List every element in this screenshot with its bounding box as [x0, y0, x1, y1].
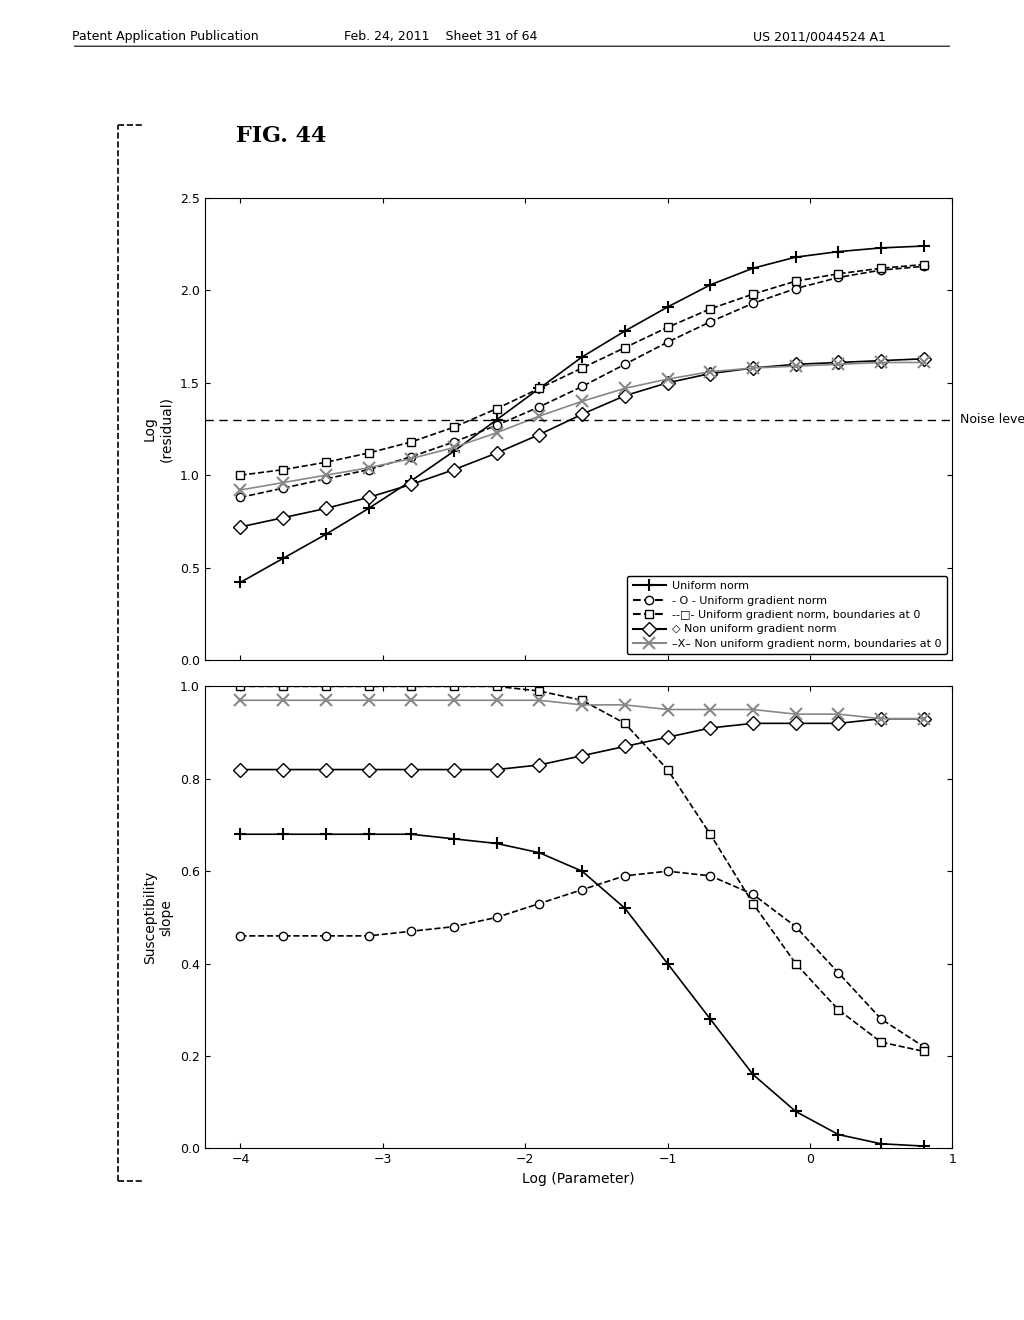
◇ Non uniform gradient norm [276, 510, 289, 525]
Line: --□- Uniform gradient norm, boundaries at 0: --□- Uniform gradient norm, boundaries a… [237, 260, 928, 479]
◇ Non uniform gradient norm [662, 375, 674, 391]
Uniform norm [406, 473, 418, 488]
Line: ◇ Non uniform gradient norm: ◇ Non uniform gradient norm [236, 354, 929, 532]
◇ Non uniform gradient norm [234, 519, 247, 535]
Uniform norm [618, 323, 631, 339]
–X– Non uniform gradient norm, boundaries at 0 [833, 356, 845, 372]
- O - Uniform gradient norm [874, 263, 887, 279]
- O - Uniform gradient norm [406, 449, 418, 465]
Text: Noise level: Noise level [959, 413, 1024, 426]
- O - Uniform gradient norm [575, 379, 588, 395]
◇ Non uniform gradient norm [447, 462, 460, 478]
Uniform norm [662, 300, 674, 315]
Uniform norm [319, 527, 332, 543]
--□- Uniform gradient norm, boundaries at 0 [874, 260, 887, 276]
- O - Uniform gradient norm [447, 434, 460, 450]
Legend: Uniform norm, - O - Uniform gradient norm, --□- Uniform gradient norm, boundarie: Uniform norm, - O - Uniform gradient nor… [628, 576, 947, 655]
–X– Non uniform gradient norm, boundaries at 0 [575, 393, 588, 409]
- O - Uniform gradient norm [705, 314, 717, 330]
- O - Uniform gradient norm [662, 334, 674, 350]
- O - Uniform gradient norm [362, 462, 375, 478]
- O - Uniform gradient norm [490, 417, 503, 433]
--□- Uniform gradient norm, boundaries at 0 [447, 420, 460, 436]
--□- Uniform gradient norm, boundaries at 0 [618, 339, 631, 355]
–X– Non uniform gradient norm, boundaries at 0 [234, 482, 247, 498]
X-axis label: Log (Parameter): Log (Parameter) [522, 1172, 635, 1185]
–X– Non uniform gradient norm, boundaries at 0 [276, 475, 289, 491]
Text: Patent Application Publication: Patent Application Publication [72, 30, 258, 44]
Text: FIG. 44: FIG. 44 [236, 125, 326, 148]
--□- Uniform gradient norm, boundaries at 0 [833, 265, 845, 281]
◇ Non uniform gradient norm [319, 500, 332, 516]
--□- Uniform gradient norm, boundaries at 0 [276, 462, 289, 478]
- O - Uniform gradient norm [790, 281, 802, 297]
--□- Uniform gradient norm, boundaries at 0 [790, 273, 802, 289]
- O - Uniform gradient norm [534, 399, 546, 414]
Y-axis label: Susceptibility
slope: Susceptibility slope [142, 871, 173, 964]
Y-axis label: Log
(residual): Log (residual) [142, 396, 173, 462]
Uniform norm [746, 260, 759, 276]
Uniform norm [276, 550, 289, 566]
◇ Non uniform gradient norm [490, 445, 503, 461]
Line: –X– Non uniform gradient norm, boundaries at 0: –X– Non uniform gradient norm, boundarie… [234, 356, 930, 495]
--□- Uniform gradient norm, boundaries at 0 [319, 454, 332, 470]
- O - Uniform gradient norm [234, 490, 247, 506]
--□- Uniform gradient norm, boundaries at 0 [705, 301, 717, 317]
–X– Non uniform gradient norm, boundaries at 0 [918, 355, 930, 371]
--□- Uniform gradient norm, boundaries at 0 [918, 256, 930, 272]
Uniform norm [447, 444, 460, 459]
--□- Uniform gradient norm, boundaries at 0 [662, 319, 674, 335]
--□- Uniform gradient norm, boundaries at 0 [490, 401, 503, 417]
- O - Uniform gradient norm [918, 259, 930, 275]
◇ Non uniform gradient norm [618, 388, 631, 404]
- O - Uniform gradient norm [746, 296, 759, 312]
◇ Non uniform gradient norm [833, 355, 845, 371]
Uniform norm [234, 574, 247, 590]
–X– Non uniform gradient norm, boundaries at 0 [319, 467, 332, 483]
- O - Uniform gradient norm [618, 356, 631, 372]
–X– Non uniform gradient norm, boundaries at 0 [447, 440, 460, 455]
–X– Non uniform gradient norm, boundaries at 0 [874, 355, 887, 371]
--□- Uniform gradient norm, boundaries at 0 [534, 380, 546, 396]
–X– Non uniform gradient norm, boundaries at 0 [362, 459, 375, 475]
- O - Uniform gradient norm [833, 269, 845, 285]
Text: Feb. 24, 2011    Sheet 31 of 64: Feb. 24, 2011 Sheet 31 of 64 [344, 30, 537, 44]
--□- Uniform gradient norm, boundaries at 0 [234, 467, 247, 483]
- O - Uniform gradient norm [319, 471, 332, 487]
Line: - O - Uniform gradient norm: - O - Uniform gradient norm [237, 263, 928, 502]
Uniform norm [918, 238, 930, 253]
–X– Non uniform gradient norm, boundaries at 0 [746, 360, 759, 376]
–X– Non uniform gradient norm, boundaries at 0 [662, 371, 674, 387]
Text: US 2011/0044524 A1: US 2011/0044524 A1 [753, 30, 886, 44]
–X– Non uniform gradient norm, boundaries at 0 [618, 380, 631, 396]
–X– Non uniform gradient norm, boundaries at 0 [790, 358, 802, 374]
Uniform norm [490, 412, 503, 428]
–X– Non uniform gradient norm, boundaries at 0 [406, 450, 418, 466]
Uniform norm [575, 348, 588, 364]
◇ Non uniform gradient norm [874, 352, 887, 368]
◇ Non uniform gradient norm [918, 351, 930, 367]
--□- Uniform gradient norm, boundaries at 0 [406, 434, 418, 450]
Uniform norm [362, 500, 375, 516]
◇ Non uniform gradient norm [406, 477, 418, 492]
--□- Uniform gradient norm, boundaries at 0 [575, 360, 588, 376]
◇ Non uniform gradient norm [575, 407, 588, 422]
–X– Non uniform gradient norm, boundaries at 0 [534, 408, 546, 424]
◇ Non uniform gradient norm [746, 360, 759, 376]
Uniform norm [790, 249, 802, 265]
–X– Non uniform gradient norm, boundaries at 0 [490, 425, 503, 441]
- O - Uniform gradient norm [276, 480, 289, 496]
◇ Non uniform gradient norm [362, 490, 375, 506]
◇ Non uniform gradient norm [705, 366, 717, 381]
–X– Non uniform gradient norm, boundaries at 0 [705, 364, 717, 380]
Line: Uniform norm: Uniform norm [234, 240, 930, 587]
--□- Uniform gradient norm, boundaries at 0 [362, 445, 375, 461]
◇ Non uniform gradient norm [534, 426, 546, 442]
◇ Non uniform gradient norm [790, 356, 802, 372]
Uniform norm [833, 244, 845, 260]
--□- Uniform gradient norm, boundaries at 0 [746, 286, 759, 302]
Uniform norm [874, 240, 887, 256]
Uniform norm [705, 277, 717, 293]
Uniform norm [534, 380, 546, 396]
